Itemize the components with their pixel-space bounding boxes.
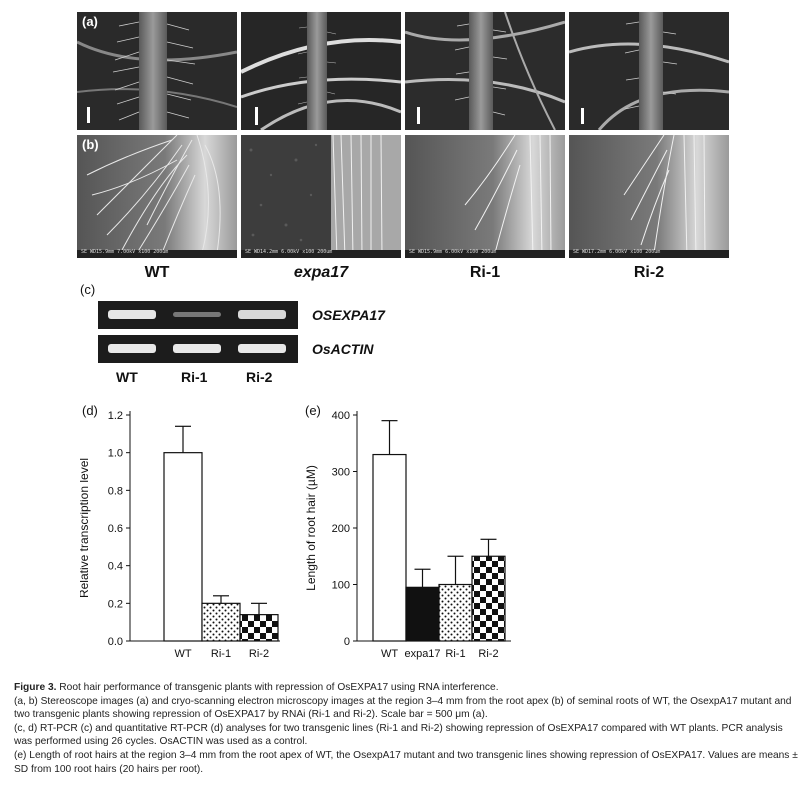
bar-expa17 — [405, 586, 440, 642]
x-tick-label: expa17 — [404, 648, 440, 660]
bar-wt — [163, 452, 203, 642]
genotype-label-ri1: Ri-1 — [469, 264, 501, 281]
gel-band — [108, 344, 156, 353]
gel-band — [238, 310, 286, 319]
y-tick-label: 0.6 — [108, 523, 123, 535]
sem-info-ri2: SE WD17.2mm 6.00kV x100 200um — [573, 249, 661, 255]
bar-ri-1 — [438, 583, 473, 642]
gel-band — [108, 310, 156, 319]
stereo-image-wt — [77, 12, 237, 130]
x-tick-label: Ri-1 — [211, 648, 231, 660]
panel-d-label: (d) — [82, 403, 98, 418]
caption-e: (e) Length of root hairs at the region 3… — [14, 749, 798, 775]
caption-title: Root hair performance of transgenic plan… — [56, 682, 499, 693]
gel-band — [173, 312, 221, 317]
x-tick-label: Ri-2 — [478, 648, 498, 660]
caption-ab: (a, b) Stereoscope images (a) and cryo-s… — [14, 695, 792, 721]
panel-e-label: (e) — [305, 403, 321, 418]
x-tick-label: Ri-1 — [445, 648, 465, 660]
genotype-label-wt: WT — [144, 264, 170, 281]
x-tick-label: WT — [381, 648, 398, 660]
gel-row-label-osexpa17: OSEXPA17 — [312, 307, 385, 323]
sem-image-ri1: SE WD15.9mm 6.00kV x100 200um — [405, 135, 565, 258]
chart-relative-transcription: 0.0 0.2 0.4 0.6 0.8 1.0 1.2 Relative transcript… — [80, 410, 280, 660]
panel-b-label: (b) — [82, 137, 99, 152]
caption-figure-label: Figure 3. — [14, 682, 57, 693]
y-axis-label: Relative transcription level — [80, 458, 91, 598]
bar-ri-2 — [471, 555, 506, 642]
sem-image-wt: SE WD15.9mm 7.00kV x100 200um — [77, 135, 237, 258]
y-tick-label: 400 — [332, 410, 350, 422]
gel-row-label-osactin: OsACTIN — [312, 341, 374, 357]
gel-band — [173, 344, 221, 353]
x-tick-label: WT — [174, 648, 191, 660]
panel-a-label: (a) — [82, 14, 98, 29]
y-axis-label: Length of root hair (µM) — [304, 465, 318, 591]
bar-ri-2 — [239, 614, 279, 642]
y-tick-label: 1.0 — [108, 448, 123, 460]
stereo-image-expa17 — [241, 12, 401, 130]
genotype-label-expa17: expa17 — [293, 264, 349, 281]
panel-c-label: (c) — [80, 282, 96, 297]
stereo-image-ri1 — [405, 12, 565, 130]
gel-lane-label-ri1: Ri-1 — [181, 369, 208, 385]
y-tick-label: 1.2 — [108, 410, 123, 422]
gel-image-osexpa17 — [98, 301, 298, 329]
y-tick-label: 200 — [332, 523, 350, 535]
bar-wt — [372, 453, 407, 642]
bar-ri-1 — [201, 602, 241, 642]
sem-image-expa17: SE WD14.2mm 6.00kV x100 200um — [241, 135, 401, 258]
sem-info-wt: SE WD15.9mm 7.00kV x100 200um — [81, 249, 169, 255]
y-tick-label: 0 — [344, 636, 350, 648]
sem-info-ri1: SE WD15.9mm 6.00kV x100 200um — [409, 249, 497, 255]
gel-lane-label-ri2: Ri-2 — [246, 369, 273, 385]
y-tick-label: 0.2 — [108, 598, 123, 610]
gel-lane-label-wt: WT — [116, 369, 138, 385]
y-tick-label: 0.0 — [108, 636, 123, 648]
y-tick-label: 300 — [332, 467, 350, 479]
gel-image-osactin — [98, 335, 298, 363]
y-tick-label: 100 — [332, 580, 350, 592]
y-tick-label: 0.4 — [108, 561, 123, 573]
y-tick-label: 0.8 — [108, 485, 123, 497]
caption-cd: (c, d) RT-PCR (c) and quantitative RT-PC… — [14, 722, 783, 748]
figure-caption: Figure 3. Root hair performance of trans… — [14, 681, 800, 776]
sem-image-ri2: SE WD17.2mm 6.00kV x100 200um — [569, 135, 729, 258]
x-tick-label: Ri-2 — [249, 648, 269, 660]
sem-info-expa17: SE WD14.2mm 6.00kV x100 200um — [245, 249, 333, 255]
genotype-label-ri2: Ri-2 — [633, 264, 665, 281]
stereo-image-ri2 — [569, 12, 729, 130]
chart-root-hair-length: 0 100 200 300 400 Length of root hair (µM) WT e… — [304, 410, 511, 660]
gel-band — [238, 344, 286, 353]
